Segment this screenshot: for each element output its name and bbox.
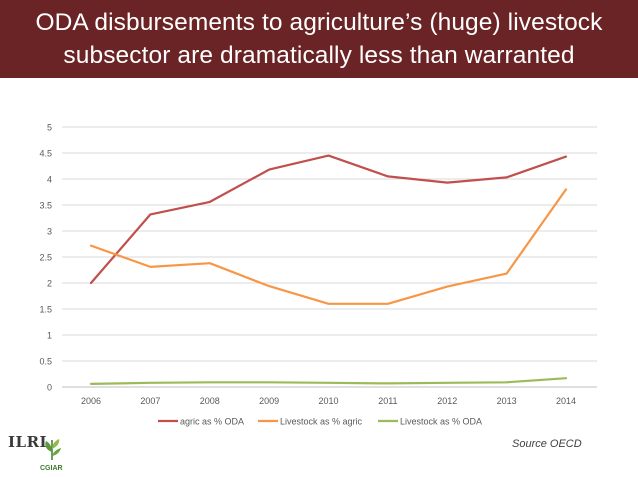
series-line <box>89 377 568 385</box>
y-tick-label: 4 <box>47 175 52 185</box>
series-line <box>89 188 568 305</box>
series-line <box>89 154 568 285</box>
slide-title-line-1: ODA disbursements to agriculture’s (huge… <box>35 9 603 36</box>
y-tick-label: 5 <box>47 123 52 133</box>
cgiar-leaf-icon <box>45 439 61 461</box>
y-axis-ticks: 0 0.5 1 1.5 2 2.5 3 3.5 4 4.5 5 <box>39 123 52 393</box>
y-tick-label: 2 <box>47 279 52 289</box>
x-tick-label: 2008 <box>200 396 220 406</box>
x-tick-label: 2006 <box>81 396 101 406</box>
x-tick-label: 2009 <box>259 396 279 406</box>
x-axis-ticks: 2006 2007 2008 2009 2010 2011 2012 2013 2014 <box>81 396 576 406</box>
y-tick-label: 2.5 <box>39 253 52 263</box>
slide-title: ODA disbursements to agriculture’s (huge… <box>9 6 629 72</box>
ilri-logo: ILRI <box>8 433 48 451</box>
title-banner: ODA disbursements to agriculture’s (huge… <box>0 0 638 78</box>
y-tick-label: 1.5 <box>39 305 52 315</box>
legend-label: Livestock as % ODA <box>400 417 482 427</box>
slide-title-line-2: subsector are dramatically less than war… <box>63 42 575 69</box>
y-tick-label: 3.5 <box>39 201 52 211</box>
y-tick-label: 1 <box>47 331 52 341</box>
x-tick-label: 2007 <box>140 396 160 406</box>
x-tick-label: 2013 <box>497 396 517 406</box>
x-tick-label: 2014 <box>556 396 576 406</box>
grid-lines <box>62 126 597 388</box>
x-tick-label: 2012 <box>437 396 457 406</box>
x-tick-label: 2011 <box>378 396 397 406</box>
source-note: Source OECD <box>512 438 582 450</box>
legend-label: agric as % ODA <box>180 417 244 427</box>
y-tick-label: 0 <box>47 383 52 393</box>
x-tick-label: 2010 <box>318 396 338 406</box>
cgiar-logo: CGIAR <box>40 465 63 472</box>
legend-label: Livestock as % agric <box>280 417 363 427</box>
chart-series <box>89 154 568 385</box>
y-tick-label: 0.5 <box>39 357 52 367</box>
chart-legend: agric as % ODA Livestock as % agric Livest… <box>158 417 482 427</box>
y-tick-label: 3 <box>47 227 52 237</box>
y-tick-label: 4.5 <box>39 149 52 159</box>
